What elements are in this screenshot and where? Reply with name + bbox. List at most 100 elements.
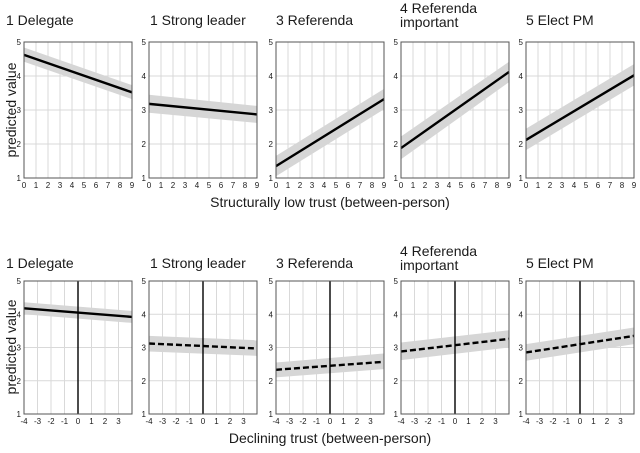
y-tick-label: 2	[519, 377, 524, 386]
panel-title: 1 Delegate	[6, 12, 74, 28]
y-tick-label: 4	[519, 72, 524, 81]
y-tick-label: 4	[142, 310, 147, 319]
row-declining-trust: predicted value Declining trust (between-…	[3, 243, 635, 446]
x-tick-label: 6	[346, 181, 351, 190]
x-tick-label: 3	[368, 417, 373, 426]
y-tick-label: 1	[142, 174, 147, 183]
plot-frame	[23, 280, 133, 415]
y-tick-label: 2	[394, 140, 399, 149]
x-tick-label: -2	[549, 417, 557, 426]
fitted-line	[525, 74, 635, 141]
x-tick-label: -4	[272, 417, 280, 426]
x-tick-label: 1	[411, 181, 416, 190]
x-tick-label: 0	[76, 417, 81, 426]
y-tick-label: 4	[269, 310, 274, 319]
x-tick-label: -1	[186, 417, 194, 426]
y-tick-label: 5	[269, 38, 274, 47]
x-tick-label: 9	[632, 181, 637, 190]
y-tick-label: 5	[269, 277, 274, 286]
fitted-line	[23, 53, 133, 94]
y-tick-label: 4	[269, 72, 274, 81]
x-tick-label: 1	[286, 181, 291, 190]
x-tick-label: 9	[255, 181, 260, 190]
y-tick-label: 2	[394, 377, 399, 386]
x-tick-label: 8	[243, 181, 248, 190]
x-tick-label: 7	[483, 181, 488, 190]
x-tick-label: 3	[618, 417, 623, 426]
y-tick-label: 4	[394, 310, 399, 319]
y-axis-label: predicted value	[3, 299, 19, 394]
x-tick-label: 0	[578, 417, 583, 426]
y-tick-label: 5	[17, 38, 22, 47]
y-tick-label: 4	[394, 72, 399, 81]
x-tick-label: 3	[435, 181, 440, 190]
panel-title: important	[400, 257, 458, 273]
y-tick-label: 1	[142, 410, 147, 419]
x-tick-label: 2	[548, 181, 553, 190]
y-tick-label: 2	[17, 377, 22, 386]
y-tick-label: 5	[394, 38, 399, 47]
x-tick-label: 3	[310, 181, 315, 190]
x-tick-label: 9	[382, 181, 387, 190]
x-tick-label: -2	[424, 417, 432, 426]
y-tick-label: 1	[17, 410, 22, 419]
x-tick-label: 3	[58, 181, 63, 190]
y-tick-label: 4	[519, 310, 524, 319]
x-tick-label: 4	[447, 181, 452, 190]
x-tick-label: -4	[145, 417, 153, 426]
y-tick-label: 4	[142, 72, 147, 81]
x-tick-label: 0	[201, 417, 206, 426]
x-tick-label: -3	[34, 417, 42, 426]
x-axis-label: Declining trust (between-person)	[229, 430, 431, 446]
y-tick-label: 2	[269, 377, 274, 386]
y-tick-label: 3	[394, 106, 399, 115]
x-tick-label: 3	[183, 181, 188, 190]
y-tick-label: 1	[269, 174, 274, 183]
x-tick-label: 0	[453, 417, 458, 426]
fitted-line	[400, 337, 510, 353]
x-tick-label: -2	[47, 417, 55, 426]
y-tick-label: 1	[394, 410, 399, 419]
plot-frame	[525, 41, 635, 179]
x-tick-label: -1	[563, 417, 571, 426]
y-tick-label: 5	[394, 277, 399, 286]
y-tick-label: 5	[519, 38, 524, 47]
y-tick-label: 3	[17, 106, 22, 115]
x-tick-label: 4	[70, 181, 75, 190]
y-tick-label: 3	[142, 106, 147, 115]
panel-title: 4 Referenda	[400, 0, 477, 16]
x-tick-label: 4	[572, 181, 577, 190]
x-tick-label: 5	[584, 181, 589, 190]
x-tick-label: 0	[524, 181, 529, 190]
x-tick-label: 7	[358, 181, 363, 190]
y-tick-label: 3	[519, 106, 524, 115]
fitted-line	[148, 342, 258, 350]
x-tick-label: -4	[522, 417, 530, 426]
fitted-line	[23, 307, 133, 319]
x-tick-label: -4	[397, 417, 405, 426]
x-tick-label: 4	[195, 181, 200, 190]
plot-frame	[148, 41, 258, 179]
x-tick-label: 8	[620, 181, 625, 190]
panel-title: 5 Elect PM	[526, 255, 594, 271]
x-tick-label: 3	[241, 417, 246, 426]
panel-title: important	[400, 14, 458, 30]
y-tick-label: 2	[17, 140, 22, 149]
y-tick-label: 5	[142, 277, 147, 286]
x-tick-label: 5	[459, 181, 464, 190]
x-tick-label: 2	[103, 417, 108, 426]
y-tick-label: 4	[17, 310, 22, 319]
x-tick-label: 2	[480, 417, 485, 426]
x-tick-label: 7	[608, 181, 613, 190]
x-tick-label: 2	[355, 417, 360, 426]
x-tick-label: 7	[106, 181, 111, 190]
y-tick-label: 3	[142, 344, 147, 353]
x-tick-label: 3	[493, 417, 498, 426]
x-tick-label: 8	[495, 181, 500, 190]
